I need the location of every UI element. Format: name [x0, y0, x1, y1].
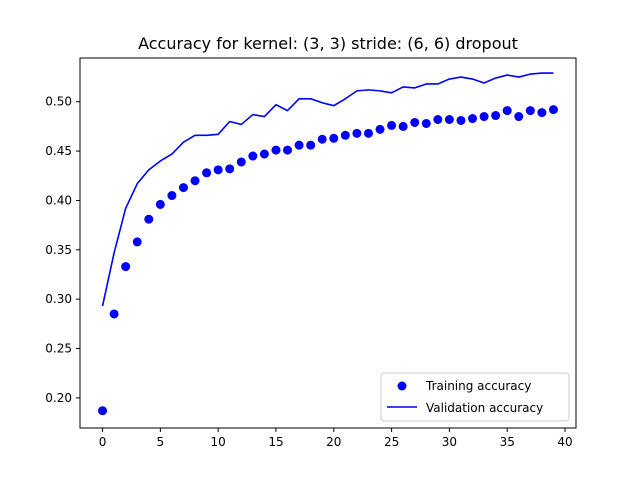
training-accuracy-point — [514, 112, 524, 122]
training-accuracy-point — [468, 114, 478, 124]
training-accuracy-point — [132, 237, 142, 247]
training-accuracy-point — [294, 140, 304, 150]
training-accuracy-point — [178, 183, 188, 193]
training-accuracy-point — [167, 191, 177, 201]
training-accuracy-point — [202, 168, 212, 178]
plot-layer — [98, 72, 558, 416]
training-accuracy-point — [340, 130, 350, 140]
x-tick-label: 35 — [500, 435, 515, 449]
training-accuracy-point — [387, 120, 397, 130]
chart-title: Accuracy for kernel: (3, 3) stride: (6, … — [138, 34, 518, 53]
training-accuracy-point — [433, 115, 443, 125]
training-accuracy-point — [248, 151, 258, 161]
legend: Training accuracy Validation accuracy — [380, 372, 570, 422]
training-accuracy-point — [259, 149, 269, 159]
y-tick-label: 0.35 — [45, 243, 72, 257]
training-accuracy-point — [109, 309, 119, 319]
y-tick-label: 0.50 — [45, 95, 72, 109]
y-tick-label: 0.30 — [45, 292, 72, 306]
training-accuracy-point — [329, 133, 339, 143]
legend-box — [380, 372, 570, 422]
validation-accuracy-line — [101, 72, 554, 307]
legend-training-marker — [397, 381, 407, 391]
training-accuracy-point — [398, 121, 408, 131]
y-tick-label: 0.20 — [45, 391, 72, 405]
plot-frame — [79, 57, 577, 429]
x-tick-label: 5 — [157, 435, 165, 449]
training-accuracy-point — [121, 262, 131, 272]
legend-validation-label: Validation accuracy — [426, 401, 543, 415]
training-accuracy-point — [479, 112, 489, 122]
x-tick-label: 10 — [211, 435, 226, 449]
training-accuracy-point — [410, 117, 420, 127]
training-accuracy-point — [144, 214, 154, 224]
axes-layer: 0 5 10 15 20 25 30 35 40 0.20 0.25 0.30 0.35 0.40 0.45… — [45, 95, 572, 449]
legend-training-label: Training accuracy — [425, 379, 531, 393]
training-accuracy-point — [548, 105, 558, 115]
training-accuracy-point — [190, 176, 200, 186]
training-accuracy-point — [317, 134, 327, 144]
y-tick-label: 0.40 — [45, 193, 72, 207]
y-tick-label: 0.45 — [45, 144, 72, 158]
training-accuracy-point — [271, 145, 281, 155]
training-accuracy-point — [525, 106, 535, 116]
training-accuracy-point — [444, 115, 454, 125]
x-tick-label: 25 — [384, 435, 399, 449]
training-accuracy-point — [363, 128, 373, 138]
x-tick-label: 30 — [442, 435, 457, 449]
training-accuracy-point — [155, 199, 165, 209]
training-accuracy-point — [491, 111, 501, 121]
training-accuracy-point — [502, 106, 512, 116]
training-accuracy-point — [421, 118, 431, 128]
x-tick-label: 20 — [326, 435, 341, 449]
training-accuracy-point — [213, 165, 223, 175]
training-accuracy-point — [283, 145, 293, 155]
training-accuracy-point — [98, 406, 108, 416]
x-tick-label: 15 — [268, 435, 283, 449]
training-accuracy-point — [225, 164, 235, 174]
y-tick-label: 0.25 — [45, 342, 72, 356]
training-accuracy-point — [456, 115, 466, 125]
training-accuracy-point — [537, 108, 547, 118]
training-accuracy-point — [236, 157, 246, 167]
training-accuracy-point — [306, 140, 316, 150]
training-accuracy-point — [352, 128, 362, 138]
training-accuracy-point — [375, 124, 385, 134]
x-tick-label: 0 — [99, 435, 107, 449]
x-tick-label: 40 — [557, 435, 572, 449]
